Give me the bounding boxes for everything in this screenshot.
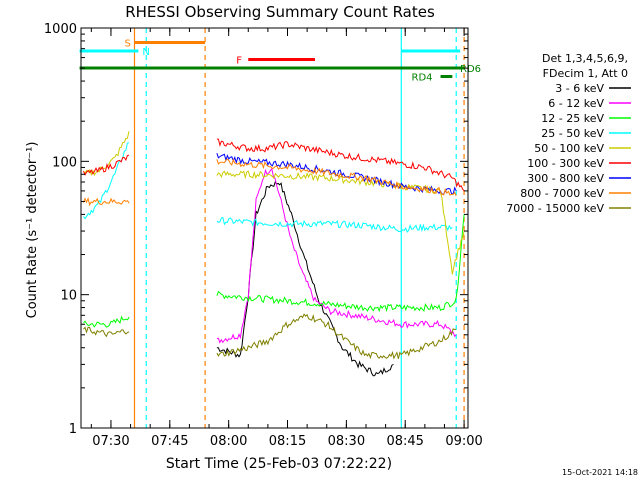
legend-entry-label: 3 - 6 keV [555, 82, 604, 95]
plot-area: S N F RD6 RD4 [79, 28, 481, 428]
series-line [83, 138, 465, 192]
chart-title: RHESSI Observing Summary Count Rates [125, 3, 435, 21]
y-tick-label: 1000 [44, 22, 77, 37]
legend-entry-label: 25 - 50 keV [541, 127, 604, 140]
x-tick-label: 08:00 [210, 434, 247, 449]
plot-frame [80, 27, 469, 429]
x-tick-label: 08:30 [328, 434, 365, 449]
legend-entry-label: 300 - 800 keV [527, 172, 604, 185]
legend-entry-label: 100 - 300 keV [527, 157, 604, 170]
series-line [216, 167, 457, 344]
flag-label: N [142, 47, 149, 58]
legend: Det 1,3,4,5,6,9, FDecim 1, Att 0 3 - 6 keV… [506, 52, 631, 215]
legend-entry-label: 12 - 25 keV [541, 112, 604, 125]
legend-entry-label: 800 - 7000 keV [520, 187, 604, 200]
x-tick-label: 08:45 [386, 434, 423, 449]
axes: 1 10 100 1000 07:30 07:45 08:00 08:15 08:30 08:45… [44, 22, 483, 449]
series-line [83, 214, 465, 328]
series-line [216, 180, 394, 377]
x-tick-label: 07:30 [92, 434, 129, 449]
x-tick-label: 07:45 [151, 434, 188, 449]
legend-entry-label: 7000 - 15000 keV [506, 202, 604, 215]
flag-label: S [124, 39, 130, 50]
y-tick-label: 100 [52, 155, 77, 170]
series-line [83, 130, 465, 275]
series-line [83, 158, 457, 207]
legend-header-line: Det 1,3,4,5,6,9, [542, 52, 628, 65]
flag-label: RD4 [412, 73, 433, 84]
series-line [83, 142, 453, 233]
legend-entry-label: 50 - 100 keV [534, 142, 604, 155]
series-line [83, 313, 457, 360]
flag-label: F [236, 56, 242, 67]
flag-label: RD6 [460, 64, 481, 75]
y-tick-label: 1 [69, 422, 77, 437]
legend-header-line: FDecim 1, Att 0 [543, 67, 628, 80]
y-axis-label: Count Rate (s⁻¹ detector⁻¹) [25, 142, 40, 319]
legend-entry-label: 6 - 12 keV [548, 97, 604, 110]
x-tick-label: 09:00 [445, 434, 482, 449]
x-axis-label: Start Time (25-Feb-03 07:22:22) [166, 456, 392, 472]
y-tick-label: 10 [60, 289, 77, 304]
date-stamp: 15-Oct-2021 14:18 [562, 468, 638, 477]
x-tick-label: 08:15 [269, 434, 306, 449]
